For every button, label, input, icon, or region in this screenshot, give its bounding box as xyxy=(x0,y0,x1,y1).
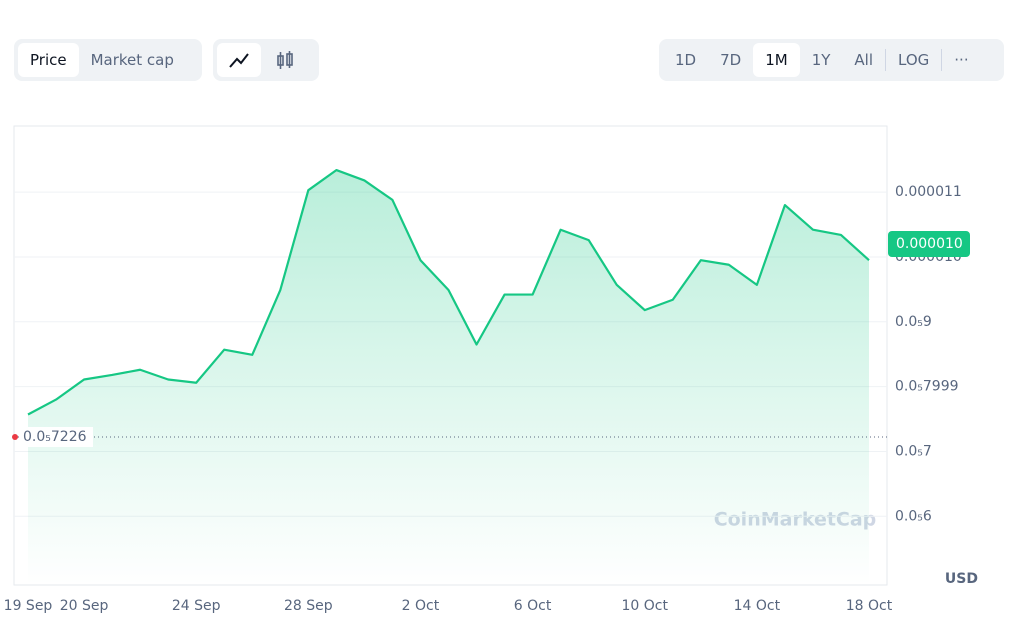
range-group: 1D 7D 1M 1Y All LOG ··· xyxy=(659,39,1004,81)
more[interactable]: ··· xyxy=(954,51,969,69)
plot-frame xyxy=(13,125,888,586)
currency: USD xyxy=(945,571,978,587)
y-tick-label: 0.0₅7 xyxy=(895,443,932,459)
icon xyxy=(229,53,249,68)
price-line xyxy=(27,168,870,416)
x-tick-label: 28 Sep xyxy=(284,598,333,614)
line-icon[interactable] xyxy=(217,43,261,77)
range[interactable]: 7D xyxy=(720,51,742,69)
low-label-bg xyxy=(19,427,93,448)
divider xyxy=(941,49,943,71)
tab[interactable]: Market cap xyxy=(90,51,174,69)
icon xyxy=(277,51,293,69)
range[interactable]: 1Y xyxy=(811,51,831,69)
y-tick-label: 0.0₅7999 xyxy=(895,379,959,395)
area xyxy=(28,170,869,585)
x-tick-label: 19 Sep xyxy=(4,598,53,614)
x-tick-label: 24 Sep xyxy=(172,598,221,614)
y-tick-label: 0.000010 xyxy=(895,249,962,265)
x-tick-label: 6 Oct xyxy=(514,598,552,614)
low-dot xyxy=(12,434,18,441)
x-tick-label: 14 Oct xyxy=(734,598,781,614)
range[interactable]: All xyxy=(854,51,874,69)
x-tick-label: 2 Oct xyxy=(402,598,440,614)
divider xyxy=(885,49,887,71)
y-tick-label: 0.0₅9 xyxy=(895,314,932,330)
range[interactable]: 1D xyxy=(675,51,697,69)
x-tick-label: 18 Oct xyxy=(846,598,893,614)
tab-group: Price Market cap xyxy=(14,39,202,81)
price-badge xyxy=(888,230,970,257)
watermark: CoinMarketCap xyxy=(714,509,877,531)
chart-type-group xyxy=(213,39,319,81)
x-tick-label: 20 Sep xyxy=(60,598,109,614)
x-tick-label: 10 Oct xyxy=(621,598,668,614)
candle-icon[interactable] xyxy=(261,43,309,77)
price-badge-label: 0.000010 xyxy=(896,236,963,252)
y-tick-label: 0.000011 xyxy=(895,184,962,200)
y-tick-label: 0.0₅6 xyxy=(895,508,932,524)
log-toggle[interactable]: LOG xyxy=(898,51,930,69)
range[interactable]: 1M xyxy=(753,43,800,77)
low-label: 0.0₅7226 xyxy=(23,429,87,445)
tab[interactable]: Price xyxy=(18,43,79,77)
